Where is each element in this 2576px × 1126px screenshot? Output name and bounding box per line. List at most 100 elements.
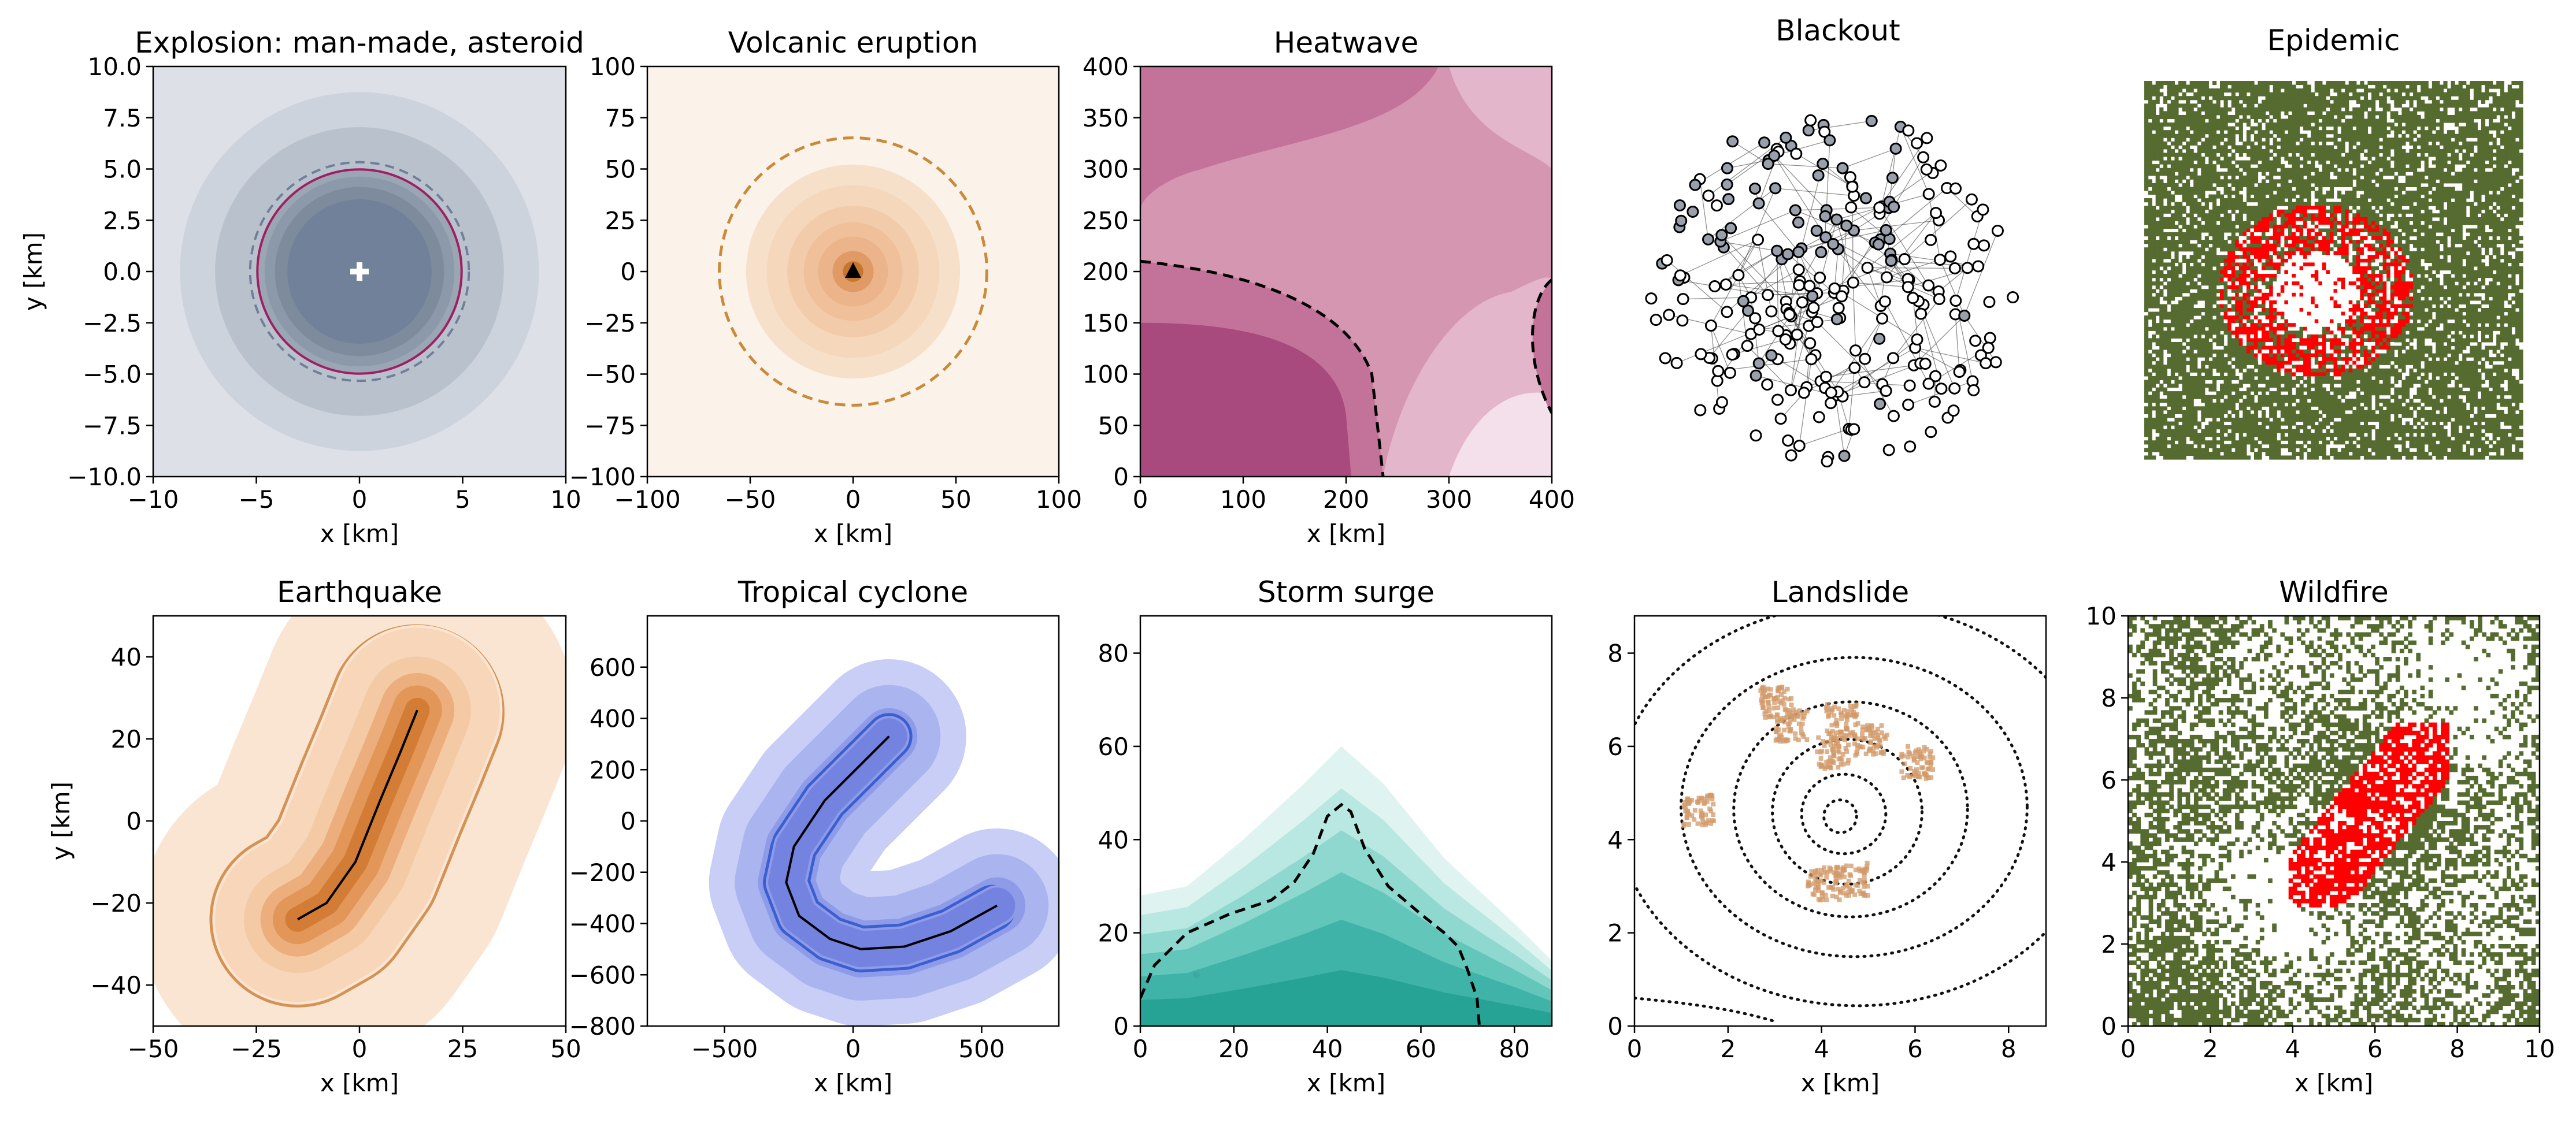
epidemic-cell bbox=[2314, 274, 2319, 278]
epidemic-cell bbox=[2178, 270, 2183, 274]
epidemic-cell bbox=[2148, 217, 2152, 221]
failed-node bbox=[1750, 369, 1762, 382]
epidemic-cell bbox=[2296, 289, 2300, 293]
network-node bbox=[1967, 237, 1980, 250]
epidemic-cell bbox=[2318, 183, 2323, 187]
epidemic-cell bbox=[2326, 417, 2330, 422]
epidemic-cell bbox=[2277, 88, 2281, 93]
epidemic-cell bbox=[2318, 81, 2323, 86]
epidemic-cell bbox=[2311, 274, 2315, 278]
epidemic-cell bbox=[2329, 183, 2334, 187]
epidemic-cell bbox=[2243, 292, 2247, 297]
epidemic-cell bbox=[2201, 141, 2206, 146]
network-node bbox=[1715, 396, 1728, 408]
epidemic-cell bbox=[2208, 183, 2213, 187]
epidemic-cell bbox=[2159, 399, 2164, 403]
epidemic-cell bbox=[2193, 440, 2198, 445]
epidemic-cell bbox=[2296, 187, 2300, 191]
epidemic-cell bbox=[2258, 202, 2262, 206]
failed-node bbox=[1726, 135, 1739, 148]
epidemic-cell bbox=[2231, 281, 2236, 286]
epidemic-cell bbox=[2197, 440, 2201, 445]
epidemic-cell bbox=[2155, 326, 2160, 331]
epidemic-cell bbox=[2246, 436, 2251, 441]
epidemic-cell bbox=[2269, 153, 2274, 157]
failed-node bbox=[1769, 182, 1782, 195]
heatwave-region bbox=[1449, 392, 1552, 477]
epidemic-cell bbox=[2167, 153, 2171, 157]
epidemic-cell bbox=[2296, 315, 2300, 320]
epidemic-cell bbox=[2337, 160, 2342, 165]
epidemic-cell bbox=[2197, 213, 2201, 218]
explosion-xtick-label: −10 bbox=[128, 485, 179, 514]
epidemic-cell bbox=[2318, 341, 2323, 347]
epidemic-cell bbox=[2193, 114, 2198, 120]
epidemic-cell bbox=[2288, 240, 2293, 244]
epidemic-cell bbox=[2174, 353, 2179, 358]
epidemic-cell bbox=[2288, 391, 2293, 396]
network-edge bbox=[1759, 318, 1837, 330]
epidemic-cell bbox=[2258, 187, 2262, 191]
epidemic-cell bbox=[2223, 172, 2228, 176]
epidemic-cell bbox=[2280, 289, 2285, 293]
epidemic-cell bbox=[2238, 315, 2243, 320]
epidemic-cell bbox=[2262, 323, 2266, 328]
epidemic-cell bbox=[2329, 103, 2334, 108]
failed-node bbox=[1840, 220, 1853, 232]
epidemic-cell bbox=[2216, 262, 2221, 267]
epidemic-cell bbox=[2337, 361, 2342, 365]
epidemic-cell bbox=[2307, 341, 2311, 347]
epidemic-cell bbox=[2159, 262, 2164, 267]
epidemic-cell bbox=[2262, 368, 2266, 373]
epidemic-cell bbox=[2238, 311, 2243, 316]
epidemic-cell bbox=[2284, 315, 2289, 320]
epidemic-cell bbox=[2178, 240, 2183, 244]
epidemic-cell bbox=[2174, 84, 2179, 89]
epidemic-cell bbox=[2163, 240, 2167, 244]
epidemic-cell bbox=[2258, 444, 2262, 448]
network-node bbox=[1929, 207, 1942, 220]
epidemic-cell bbox=[2152, 368, 2156, 373]
epidemic-cell bbox=[2204, 357, 2209, 362]
epidemic-cell bbox=[2311, 410, 2315, 414]
epidemic-cell bbox=[2212, 164, 2217, 169]
epidemic-cell bbox=[2258, 353, 2262, 358]
epidemic-cell bbox=[2337, 281, 2342, 286]
epidemic-cell bbox=[2238, 262, 2243, 267]
epidemic-cell bbox=[2318, 88, 2323, 93]
network-edge bbox=[1853, 282, 1908, 288]
epidemic-cell bbox=[2152, 187, 2156, 191]
epidemic-cell bbox=[2182, 107, 2186, 112]
epidemic-cell bbox=[2284, 172, 2289, 176]
epidemic-cell bbox=[2227, 213, 2232, 218]
network-edge bbox=[1710, 239, 1759, 326]
epidemic-cell bbox=[2186, 232, 2190, 237]
epidemic-cell bbox=[2303, 399, 2308, 403]
epidemic-cell bbox=[2265, 209, 2270, 214]
epidemic-cell bbox=[2303, 414, 2308, 418]
epidemic-cell bbox=[2212, 326, 2217, 331]
epidemic-cell bbox=[2155, 114, 2160, 120]
network-node bbox=[1903, 379, 1916, 392]
network-node bbox=[1711, 374, 1723, 387]
epidemic-cell bbox=[2258, 270, 2262, 274]
epidemic-cell bbox=[2227, 380, 2232, 384]
epidemic-cell bbox=[2159, 425, 2164, 430]
epidemic-cell bbox=[2167, 138, 2171, 142]
epidemic-cell bbox=[2208, 103, 2213, 108]
epidemic-cell bbox=[2216, 172, 2221, 176]
epidemic-cell bbox=[2258, 304, 2262, 309]
epidemic-cell bbox=[2148, 107, 2152, 112]
epidemic-cell bbox=[2223, 122, 2228, 127]
epidemic-cell bbox=[2273, 81, 2277, 86]
epidemic-cell bbox=[2273, 88, 2277, 93]
epidemic-cell bbox=[2269, 183, 2274, 187]
epidemic-cell bbox=[2246, 206, 2251, 210]
epidemic-cell bbox=[2262, 88, 2266, 93]
epidemic-cell bbox=[2155, 406, 2160, 411]
network-node bbox=[1969, 335, 1982, 347]
epidemic-cell bbox=[2262, 440, 2266, 445]
epidemic-cell bbox=[2307, 88, 2311, 93]
epidemic-cell bbox=[2186, 448, 2190, 452]
epidemic-cell bbox=[2253, 319, 2259, 324]
